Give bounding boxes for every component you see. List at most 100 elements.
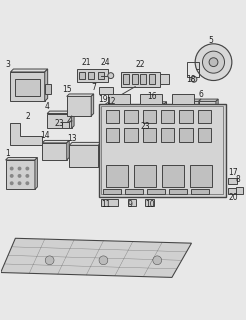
Circle shape <box>209 58 218 67</box>
Bar <box>228 178 237 184</box>
Polygon shape <box>11 69 48 72</box>
Bar <box>160 74 169 84</box>
Bar <box>67 96 91 116</box>
Polygon shape <box>216 99 218 118</box>
Text: 14: 14 <box>40 132 49 140</box>
Circle shape <box>45 256 54 265</box>
Bar <box>179 128 193 142</box>
Bar <box>45 84 51 94</box>
Circle shape <box>25 174 29 178</box>
Bar <box>124 110 138 123</box>
Bar <box>62 122 69 128</box>
Bar <box>190 165 212 187</box>
Text: 17: 17 <box>228 168 238 177</box>
Bar <box>108 94 130 104</box>
Bar <box>47 114 72 128</box>
Text: 4: 4 <box>45 102 50 111</box>
Bar <box>101 199 118 206</box>
Bar <box>69 145 99 167</box>
Bar <box>143 128 156 142</box>
Bar <box>162 165 184 187</box>
Text: 22: 22 <box>135 60 145 69</box>
Polygon shape <box>69 142 101 145</box>
Circle shape <box>153 256 162 265</box>
Text: 2: 2 <box>25 112 30 121</box>
Bar <box>149 74 155 84</box>
Circle shape <box>17 181 21 185</box>
Bar <box>6 160 35 189</box>
Bar <box>15 79 40 96</box>
Polygon shape <box>35 157 37 189</box>
Polygon shape <box>47 111 74 114</box>
Circle shape <box>191 76 197 82</box>
Circle shape <box>17 174 21 178</box>
Text: 19: 19 <box>99 95 108 104</box>
Text: 20: 20 <box>228 193 238 202</box>
Text: 8: 8 <box>235 175 240 184</box>
Bar <box>106 165 128 187</box>
Bar <box>128 199 137 206</box>
Circle shape <box>108 73 114 78</box>
Bar <box>140 74 146 84</box>
Bar <box>121 72 160 87</box>
Text: 21: 21 <box>81 58 91 67</box>
Bar <box>99 104 226 197</box>
Bar <box>169 189 187 194</box>
Circle shape <box>10 167 14 171</box>
Text: 6: 6 <box>199 90 204 99</box>
Polygon shape <box>67 140 69 160</box>
Text: 7: 7 <box>91 83 96 92</box>
Bar <box>140 94 162 104</box>
Bar <box>198 110 211 123</box>
Text: 10: 10 <box>145 200 155 209</box>
Bar <box>123 74 129 84</box>
Bar <box>145 199 154 206</box>
Bar <box>143 110 156 123</box>
Bar <box>79 72 85 79</box>
Bar <box>11 72 45 101</box>
Polygon shape <box>199 99 218 101</box>
Bar <box>228 188 237 194</box>
Text: 3: 3 <box>6 60 11 69</box>
Bar <box>182 101 199 118</box>
Bar <box>42 143 67 160</box>
Bar <box>77 69 108 82</box>
Bar <box>150 104 165 118</box>
Bar <box>88 72 94 79</box>
Bar <box>179 110 193 123</box>
Bar <box>98 72 104 79</box>
Polygon shape <box>165 102 167 118</box>
Text: 5: 5 <box>209 36 214 45</box>
Text: 23: 23 <box>140 122 150 131</box>
Bar <box>187 62 199 77</box>
Circle shape <box>17 167 21 171</box>
Bar <box>172 94 194 104</box>
Circle shape <box>99 256 108 265</box>
Polygon shape <box>99 142 101 167</box>
Text: 15: 15 <box>62 85 72 94</box>
Text: 23: 23 <box>55 119 64 128</box>
Bar <box>106 110 119 123</box>
Circle shape <box>202 51 225 73</box>
Bar <box>191 189 209 194</box>
Polygon shape <box>6 157 37 160</box>
Text: 13: 13 <box>67 134 76 143</box>
Circle shape <box>195 44 232 81</box>
Circle shape <box>25 167 29 171</box>
Polygon shape <box>42 140 69 143</box>
Polygon shape <box>150 102 167 104</box>
Bar <box>147 189 165 194</box>
Polygon shape <box>199 99 201 118</box>
Polygon shape <box>67 94 94 96</box>
Bar <box>106 128 119 142</box>
Bar <box>103 189 121 194</box>
Polygon shape <box>91 94 94 116</box>
Bar <box>101 106 223 194</box>
Text: 1: 1 <box>6 148 10 157</box>
Bar <box>134 165 156 187</box>
Circle shape <box>25 181 29 185</box>
Polygon shape <box>1 238 191 277</box>
Text: 18: 18 <box>187 75 196 84</box>
Text: 11: 11 <box>101 200 110 209</box>
Bar <box>101 108 111 116</box>
